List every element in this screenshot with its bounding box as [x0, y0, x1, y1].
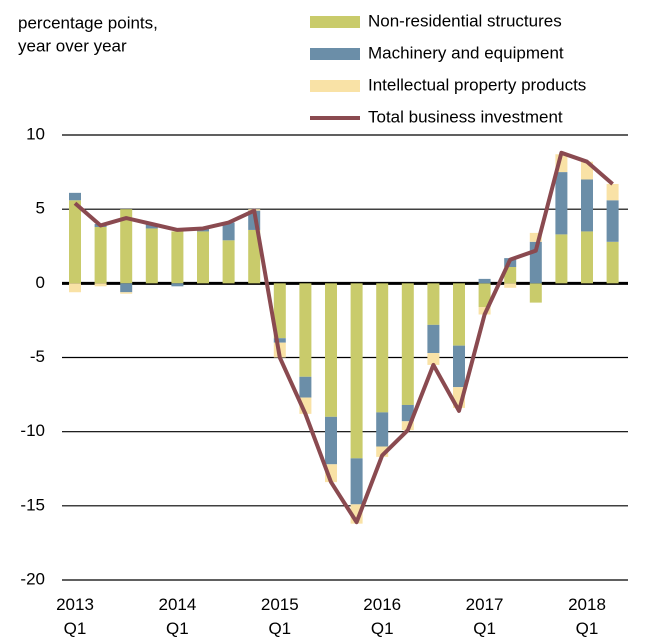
bar [529, 283, 542, 303]
bar [504, 283, 517, 288]
bar [401, 283, 414, 405]
x-tick-label: 2018 Q1 [568, 595, 606, 638]
x-tick-label: 2015 Q1 [261, 595, 299, 638]
legend-label: Machinery and equipment [368, 43, 564, 62]
bar [376, 283, 389, 413]
bar [197, 231, 209, 284]
bar [171, 283, 184, 287]
bar [69, 283, 81, 293]
y-axis-label: year over year [18, 36, 127, 55]
legend-label: Intellectual property products [368, 75, 586, 94]
bar [171, 231, 184, 284]
legend-label: Non-residential structures [368, 11, 562, 30]
x-tick-label: 2016 Q1 [363, 595, 401, 638]
bar [325, 416, 337, 465]
y-tick-label: 10 [26, 124, 45, 143]
bar [120, 209, 133, 284]
y-tick-label: -10 [20, 421, 45, 440]
bar [299, 283, 312, 377]
bar [273, 283, 286, 339]
legend-swatch [310, 80, 360, 92]
legend-swatch [310, 16, 360, 28]
bar [478, 278, 491, 284]
bar [606, 183, 619, 201]
bar [299, 376, 312, 398]
line [73, 150, 614, 525]
y-tick-label: -5 [30, 347, 45, 366]
x-tick-label: 2013 Q1 [56, 595, 94, 638]
legend-label: Total business investment [368, 107, 563, 126]
bar [273, 338, 286, 343]
bar [453, 345, 465, 388]
bar [94, 283, 107, 287]
bar [222, 222, 235, 241]
bar [94, 226, 107, 284]
bar [427, 283, 440, 325]
bar [248, 229, 261, 284]
bar [606, 200, 619, 242]
bar [120, 283, 133, 293]
y-axis-label: percentage points, [18, 13, 158, 32]
bar [427, 353, 440, 365]
bar [581, 231, 593, 284]
bar [606, 241, 619, 284]
bar [145, 228, 158, 284]
bar [120, 292, 133, 294]
x-tick-label: 2014 Q1 [158, 595, 196, 638]
bar [350, 283, 363, 459]
bar [529, 232, 542, 242]
bar [504, 267, 517, 284]
bar [555, 172, 568, 235]
y-tick-label: 5 [36, 199, 45, 218]
bar [555, 234, 568, 284]
bar [427, 324, 440, 354]
x-tick-label: 2017 Q1 [466, 595, 504, 638]
bar [350, 458, 363, 505]
bar [325, 283, 337, 417]
bar [376, 412, 389, 447]
y-tick-label: -15 [20, 495, 45, 514]
bar [453, 283, 465, 346]
y-tick-label: -20 [20, 569, 45, 588]
bar [376, 446, 389, 457]
bar [69, 192, 81, 201]
bar [222, 240, 235, 284]
y-tick-label: 0 [36, 273, 45, 292]
bar [581, 179, 593, 232]
bar [69, 200, 81, 284]
bar [478, 283, 491, 308]
legend-swatch [310, 48, 360, 60]
bar [145, 224, 158, 229]
